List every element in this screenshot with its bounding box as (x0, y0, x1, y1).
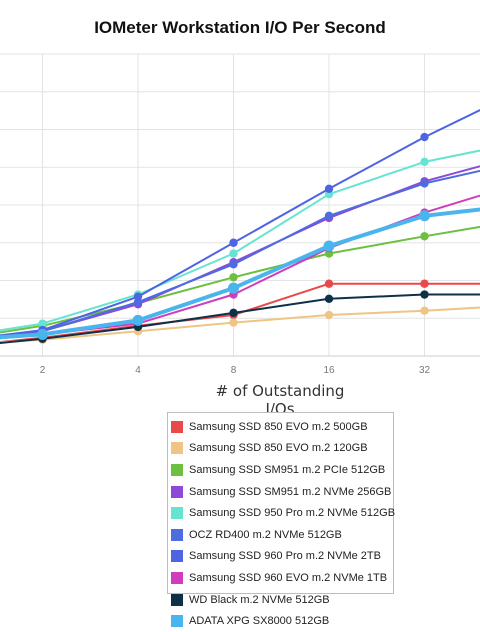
legend-swatch (171, 571, 183, 584)
legend-label: ADATA XPG SX8000 512GB (189, 615, 330, 628)
legend-item[interactable]: WD Black m.2 NVMe 512GB (170, 589, 393, 611)
legend-label: Samsung SSD 960 EVO m.2 NVMe 1TB (189, 571, 388, 584)
data-point (324, 184, 334, 194)
x-tick-label: 32 (419, 365, 431, 376)
series-10 (0, 207, 480, 340)
legend-item[interactable]: Samsung SSD 960 Pro m.2 NVMe 2TB (170, 546, 393, 568)
data-point (324, 310, 334, 320)
legend-label: Samsung SSD SM951 m.2 PCIe 512GB (189, 463, 386, 476)
data-point (420, 306, 429, 315)
series-line (0, 149, 480, 332)
legend-item[interactable]: Samsung SSD SM951 m.2 NVMe 256GB (170, 481, 393, 503)
legend-swatch (171, 550, 183, 563)
series-7 (0, 109, 480, 337)
series-2 (0, 306, 480, 345)
x-tick-label: 8 (231, 365, 237, 376)
data-point (229, 308, 238, 318)
chart-title: IOMeter Workstation I/O Per Second (94, 18, 386, 37)
data-point (229, 249, 238, 258)
series-line (0, 109, 480, 337)
legend-swatch (171, 442, 183, 455)
data-point (419, 210, 430, 222)
data-point (37, 328, 48, 340)
data-point (324, 211, 334, 220)
legend-swatch (171, 420, 183, 433)
data-point (324, 294, 334, 304)
data-point (420, 132, 429, 142)
legend-item[interactable]: ADATA XPG SX8000 512GB (170, 610, 393, 632)
series-lines (0, 109, 480, 345)
legend: Samsung SSD 850 EVO m.2 500GB Samsung SSD… (167, 412, 396, 628)
data-point (420, 279, 429, 288)
legend-swatch (171, 507, 183, 520)
data-point (228, 282, 239, 294)
data-point (420, 232, 429, 241)
legend-label: Samsung SSD 960 Pro m.2 NVMe 2TB (189, 550, 381, 563)
data-point (323, 240, 335, 252)
x-axis-ticks: 2 4 8 16 32 (40, 365, 431, 376)
data-point (229, 318, 238, 327)
legend-swatch (171, 593, 183, 606)
legend-item[interactable]: Samsung SSD 960 EVO m.2 NVMe 1TB (170, 567, 393, 589)
data-point (229, 273, 238, 282)
data-point (324, 279, 334, 288)
legend-item[interactable]: Samsung SSD 850 EVO m.2 120GB (170, 438, 393, 460)
legend-item[interactable]: Samsung SSD 950 Pro m.2 NVMe 512GB (170, 502, 396, 524)
data-point (420, 290, 429, 299)
legend-swatch (171, 463, 183, 476)
legend-item[interactable]: OCZ RD400 m.2 NVMe 512GB (170, 524, 393, 546)
x-tick-label: 4 (135, 365, 141, 376)
x-tick-label: 16 (323, 365, 335, 376)
data-point (229, 260, 238, 269)
data-point (420, 157, 429, 167)
x-tick-label: 2 (40, 365, 46, 376)
legend-swatch (171, 615, 183, 628)
legend-label: Samsung SSD 850 EVO m.2 120GB (189, 442, 368, 455)
data-point (38, 319, 47, 328)
data-point (132, 314, 144, 326)
legend-swatch (171, 528, 183, 541)
legend-label: WD Black m.2 NVMe 512GB (189, 593, 330, 606)
legend-label: Samsung SSD SM951 m.2 NVMe 256GB (189, 485, 392, 498)
legend-label: Samsung SSD 850 EVO m.2 500GB (189, 420, 368, 433)
data-point (420, 179, 429, 188)
legend-item[interactable]: Samsung SSD 850 EVO m.2 500GB (170, 416, 393, 438)
legend-label: Samsung SSD 950 Pro m.2 NVMe 512GB (189, 507, 396, 520)
legend-item[interactable]: Samsung SSD SM951 m.2 PCIe 512GB (170, 459, 393, 481)
legend-swatch (171, 485, 183, 498)
data-point (229, 238, 238, 247)
legend-label: OCZ RD400 m.2 NVMe 512GB (189, 528, 342, 541)
data-point (133, 292, 143, 301)
